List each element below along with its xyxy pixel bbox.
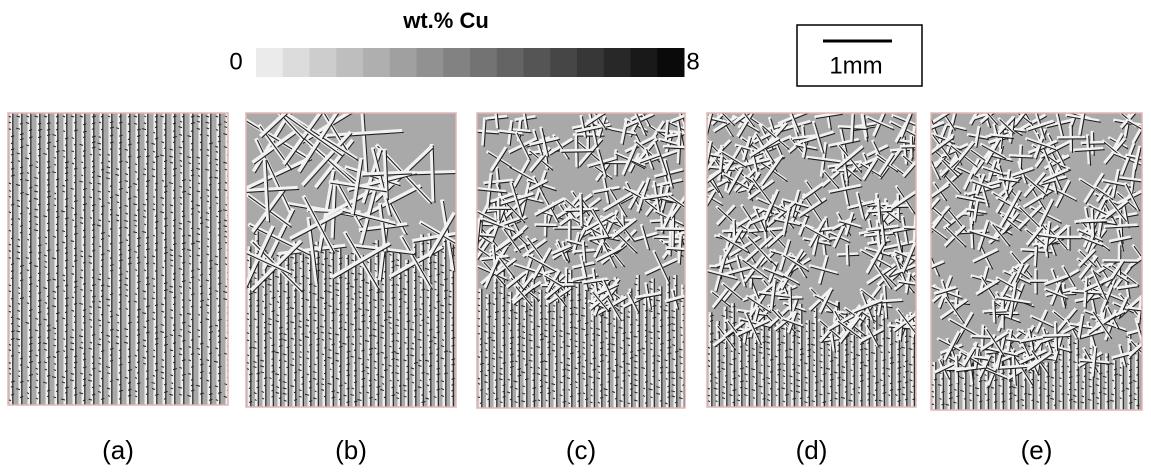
- colorbar-step: [524, 48, 551, 77]
- panel: [694, 102, 931, 407]
- grain-arm-dark: [561, 152, 594, 153]
- grain-arm-light: [900, 146, 923, 147]
- scale-bar-label: 1mm: [829, 52, 882, 79]
- panel-label: (c): [566, 435, 596, 465]
- grain-arm-dark: [657, 230, 692, 231]
- colorbar-step: [497, 48, 524, 77]
- colorbar-max-label: 8: [686, 48, 699, 75]
- grain-arm-light: [560, 150, 593, 151]
- colorbar-step: [604, 48, 631, 77]
- panel-label: (a): [102, 435, 134, 465]
- colorbar-step: [550, 48, 577, 77]
- colorbar-step: [657, 48, 684, 77]
- colorbar-step: [336, 48, 363, 77]
- colorbar-step: [577, 48, 604, 77]
- colorbar-step: [283, 48, 310, 77]
- colorbar-title: wt.% Cu: [402, 8, 489, 33]
- panel: [461, 101, 701, 408]
- colorbar-step: [443, 48, 470, 77]
- panels: (a)(b)(c)(d)(e): [7, 94, 1151, 465]
- panel: [226, 94, 485, 407]
- colorbar-step: [417, 48, 444, 77]
- colorbar: [256, 48, 685, 77]
- colorbar-step: [631, 48, 658, 77]
- colorbar-min-label: 0: [229, 48, 242, 75]
- grain-arm-light: [851, 113, 852, 142]
- colorbar-step: [390, 48, 417, 77]
- panel-label: (b): [335, 435, 367, 465]
- grain-arm-light: [580, 193, 581, 227]
- colorbar-step: [470, 48, 497, 77]
- panel: [918, 99, 1151, 410]
- figure: wt.% Cu 0 8 1mm (a)(b)(c)(d)(e): [0, 0, 1151, 473]
- colorbar-step: [256, 48, 283, 77]
- grain-arm-dark: [901, 147, 924, 148]
- colorbar-step: [363, 48, 390, 77]
- panel: [7, 113, 231, 405]
- grain-arm-dark: [791, 287, 792, 311]
- colorbar-step: [310, 48, 337, 77]
- grain-arm-light: [847, 244, 848, 265]
- panel-label: (d): [796, 435, 828, 465]
